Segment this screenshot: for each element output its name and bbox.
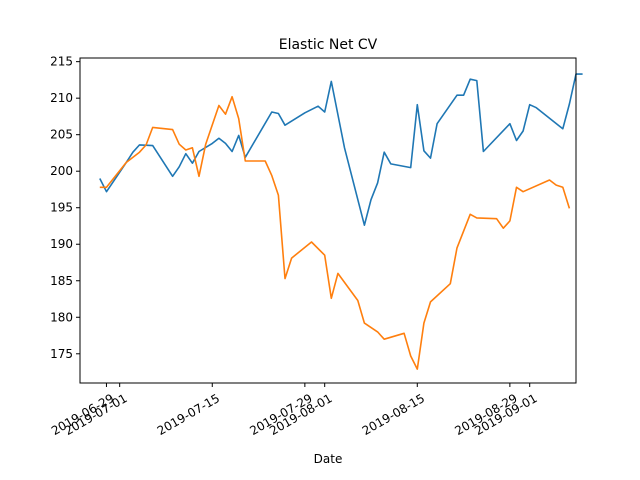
y-tick-label: 215	[50, 55, 73, 69]
y-tick-label: 190	[50, 237, 73, 251]
series-layer	[99, 73, 583, 370]
y-tick-label: 180	[50, 310, 73, 324]
chart-title: Elastic Net CV	[279, 37, 378, 53]
y-tick-label: 175	[50, 347, 73, 361]
plot-frame	[79, 57, 577, 384]
y-tick-label: 185	[50, 274, 73, 288]
y-tick-label: 200	[50, 164, 73, 178]
series-1-line	[99, 73, 583, 226]
y-tick-label: 210	[50, 91, 73, 105]
x-axis-label: Date	[314, 452, 343, 466]
series-2-line	[99, 95, 571, 370]
y-tick-label: 205	[50, 128, 73, 142]
y-tick-label: 195	[50, 201, 73, 215]
y-axis: 175 180 185 190 195 200 205 210 215	[50, 55, 80, 361]
